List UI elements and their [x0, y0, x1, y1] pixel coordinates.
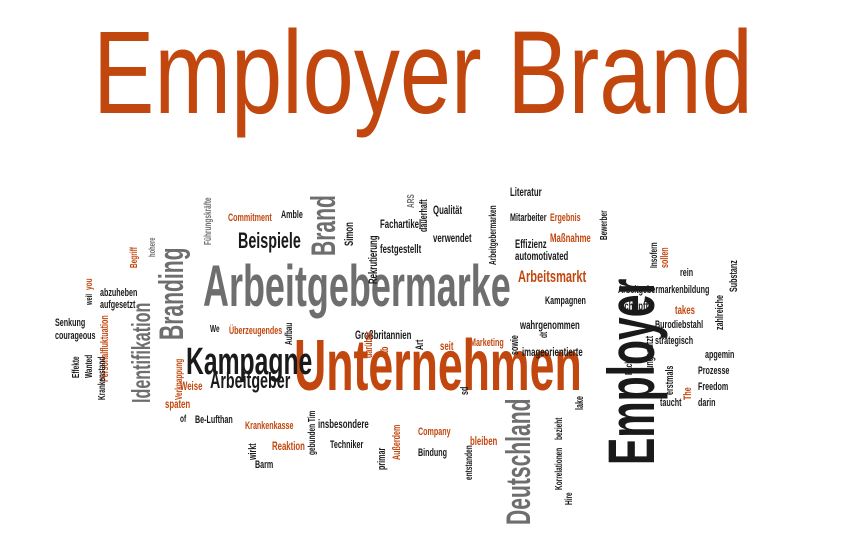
cloud-word: Wanted — [84, 354, 95, 378]
cloud-word: darüber — [363, 331, 375, 358]
cloud-word: Reaktion — [272, 439, 305, 453]
cloud-word: bezieht — [554, 417, 565, 440]
cloud-word: Kampagnen — [545, 295, 586, 307]
cloud-word: Ergebnis — [550, 212, 581, 224]
cloud-word: hohere — [147, 237, 157, 257]
cloud-word: bleiben — [470, 434, 498, 448]
cloud-word: Beispiele — [238, 228, 301, 253]
cloud-word: Großbritannien — [355, 328, 412, 342]
cloud-word: verwendet — [433, 231, 472, 245]
cloud-word: weil — [84, 293, 94, 305]
cloud-word: Arbeitgebermarkenbildung — [618, 284, 710, 296]
cloud-word: Be-Lufthan — [195, 414, 233, 426]
cloud-word: Substanz — [728, 260, 740, 292]
cloud-word: Burodiebstahl — [655, 319, 704, 331]
cloud-word: you — [84, 278, 95, 290]
cloud-word: zahlreiche — [714, 295, 726, 330]
cloud-word: dt — [539, 331, 550, 338]
cloud-word: Arbeitgebermarke — [203, 254, 511, 319]
cloud-word: imageorientierte — [522, 345, 583, 359]
cloud-word: entstanden — [464, 445, 475, 480]
cloud-word: Begriff — [129, 247, 140, 268]
cloud-word: sowie — [509, 335, 521, 355]
cloud-word: Aufbau — [284, 322, 295, 345]
cloud-word: Deutschland — [500, 398, 538, 525]
cloud-word: Unternehmen — [294, 326, 582, 406]
cloud-word: Marketing — [470, 337, 504, 349]
cloud-word: Freedom — [698, 381, 729, 393]
cloud-word: Prozesse — [698, 365, 730, 377]
cloud-word: Art — [414, 339, 426, 350]
cloud-word: Simon — [342, 222, 356, 246]
cloud-word: Branding — [153, 247, 191, 340]
cloud-word: Literatur — [510, 185, 542, 199]
cloud-word: Fachartikel — [380, 217, 422, 231]
cloud-word: taucht — [660, 397, 682, 409]
cloud-word: Weise — [180, 379, 203, 393]
cloud-word: apgemin — [705, 349, 735, 361]
cloud-word: rein — [680, 267, 694, 279]
cloud-word: Bindung — [418, 447, 447, 459]
cloud-word: Commitment — [228, 212, 272, 224]
cloud-word: Führungskräfte — [203, 197, 214, 245]
cloud-word: spaten — [165, 397, 191, 411]
cloud-word: Maßnahme — [550, 231, 591, 245]
cloud-word: Fach — [624, 359, 635, 375]
cloud-word: of — [180, 414, 187, 425]
cloud-word: aufgesetzt — [100, 299, 136, 311]
cloud-word: schöpft — [620, 299, 649, 313]
cloud-word: darin — [698, 397, 716, 409]
cloud-word: sd — [459, 386, 471, 395]
cloud-word: Krankenkasse — [245, 420, 294, 432]
cloud-word: gebunden Tim — [307, 410, 318, 455]
cloud-word: abzuheben — [100, 287, 138, 299]
cloud-word: Korrelationen — [554, 447, 565, 490]
cloud-word: strategisch — [655, 335, 694, 347]
cloud-word: Effekte — [71, 356, 82, 378]
cloud-word: Amble — [281, 209, 303, 221]
cloud-word: automotivated — [515, 249, 569, 263]
cloud-word: sollen — [659, 247, 671, 268]
cloud-word: Kampagne — [186, 341, 313, 383]
cloud-word: Bewerber — [599, 210, 610, 240]
cloud-word: Senkung — [55, 317, 86, 329]
cloud-word: wirkt — [247, 443, 259, 460]
cloud-word: Rekrutierung — [366, 235, 380, 284]
cloud-word: Arbeitsmarkt — [518, 267, 587, 286]
cloud-word: Arbeitgebermarken — [488, 205, 499, 265]
cloud-word: Techniker — [330, 439, 364, 451]
cloud-word: Krankenstand — [97, 356, 108, 400]
cloud-word: dauerhaft — [418, 199, 430, 232]
cloud-word: festgestellt — [380, 242, 422, 256]
cloud-word: Brand — [305, 195, 343, 256]
cloud-word: courageous — [55, 330, 96, 342]
cloud-word: Hire — [564, 492, 575, 505]
cloud-word: lake — [574, 396, 586, 410]
cloud-word: The — [682, 387, 694, 400]
cloud-word: Company — [418, 426, 451, 438]
cloud-word: Qualität — [433, 203, 463, 217]
cloud-word: ab — [379, 346, 391, 355]
cloud-word: Barm — [255, 459, 274, 471]
cloud-word: Arbeitgeber — [210, 368, 291, 393]
cloud-word: Mitarbeiter — [510, 212, 547, 224]
cloud-word: primar — [376, 447, 388, 470]
cloud-word: wahrgenommen — [520, 318, 580, 332]
cloud-word: Identifikation — [126, 302, 156, 403]
cloud-word: insbesondere — [318, 417, 369, 431]
cloud-word: Effizienz — [515, 237, 547, 251]
cloud-word: seit — [440, 339, 454, 353]
cloud-word: takes — [675, 303, 695, 317]
page-title: Employer Brand — [92, 7, 753, 139]
cloud-word: We — [210, 324, 220, 335]
cloud-word: ungenutzt — [644, 335, 656, 370]
cloud-word: Überzeugendes — [229, 325, 283, 337]
cloud-word: Außerdem — [391, 424, 403, 460]
cloud-word: ARS — [406, 194, 417, 208]
cloud-word: erstmals — [664, 365, 676, 395]
